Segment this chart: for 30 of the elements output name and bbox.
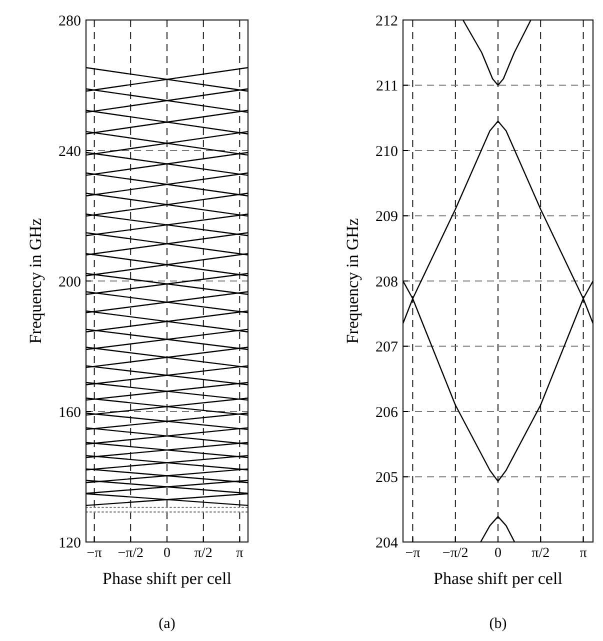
x-tick-label: −π/2 <box>118 546 144 561</box>
y-tick-label: 211 <box>376 78 398 94</box>
x-tick-label: π/2 <box>194 546 212 561</box>
x-tick-label: π <box>580 546 587 561</box>
y-tick-label: 120 <box>58 535 81 552</box>
y-tick-label: 207 <box>376 340 398 356</box>
y-axis-title: Frequency in GHz <box>343 218 362 344</box>
x-tick-label: −π <box>86 546 102 561</box>
y-axis-title: Frequency in GHz <box>26 218 45 344</box>
y-tick-label: 209 <box>376 209 398 225</box>
y-tick-label: 200 <box>58 274 81 290</box>
y-tick-label: 240 <box>58 144 81 160</box>
x-axis-title: Phase shift per cell <box>434 569 563 588</box>
text: (b) <box>489 616 507 632</box>
y-tick-label: 210 <box>376 144 398 160</box>
y-tick-label: 212 <box>376 13 398 30</box>
text: (a) <box>158 616 176 632</box>
y-tick-label: 160 <box>58 404 81 421</box>
y-tick-label: 206 <box>376 404 398 421</box>
x-tick-label: −π/2 <box>442 546 468 561</box>
x-tick-label: 0 <box>164 546 170 561</box>
x-tick-label: π/2 <box>532 546 550 561</box>
x-tick-label: 0 <box>494 546 502 561</box>
y-tick-label: 280 <box>58 13 81 30</box>
y-tick-label: 208 <box>376 274 398 290</box>
x-tick-label: π <box>236 546 244 561</box>
x-axis-title: Phase shift per cell <box>102 569 232 588</box>
y-tick-label: 204 <box>376 535 398 552</box>
x-tick-label: −π <box>405 546 420 561</box>
y-tick-label: 205 <box>376 470 398 486</box>
